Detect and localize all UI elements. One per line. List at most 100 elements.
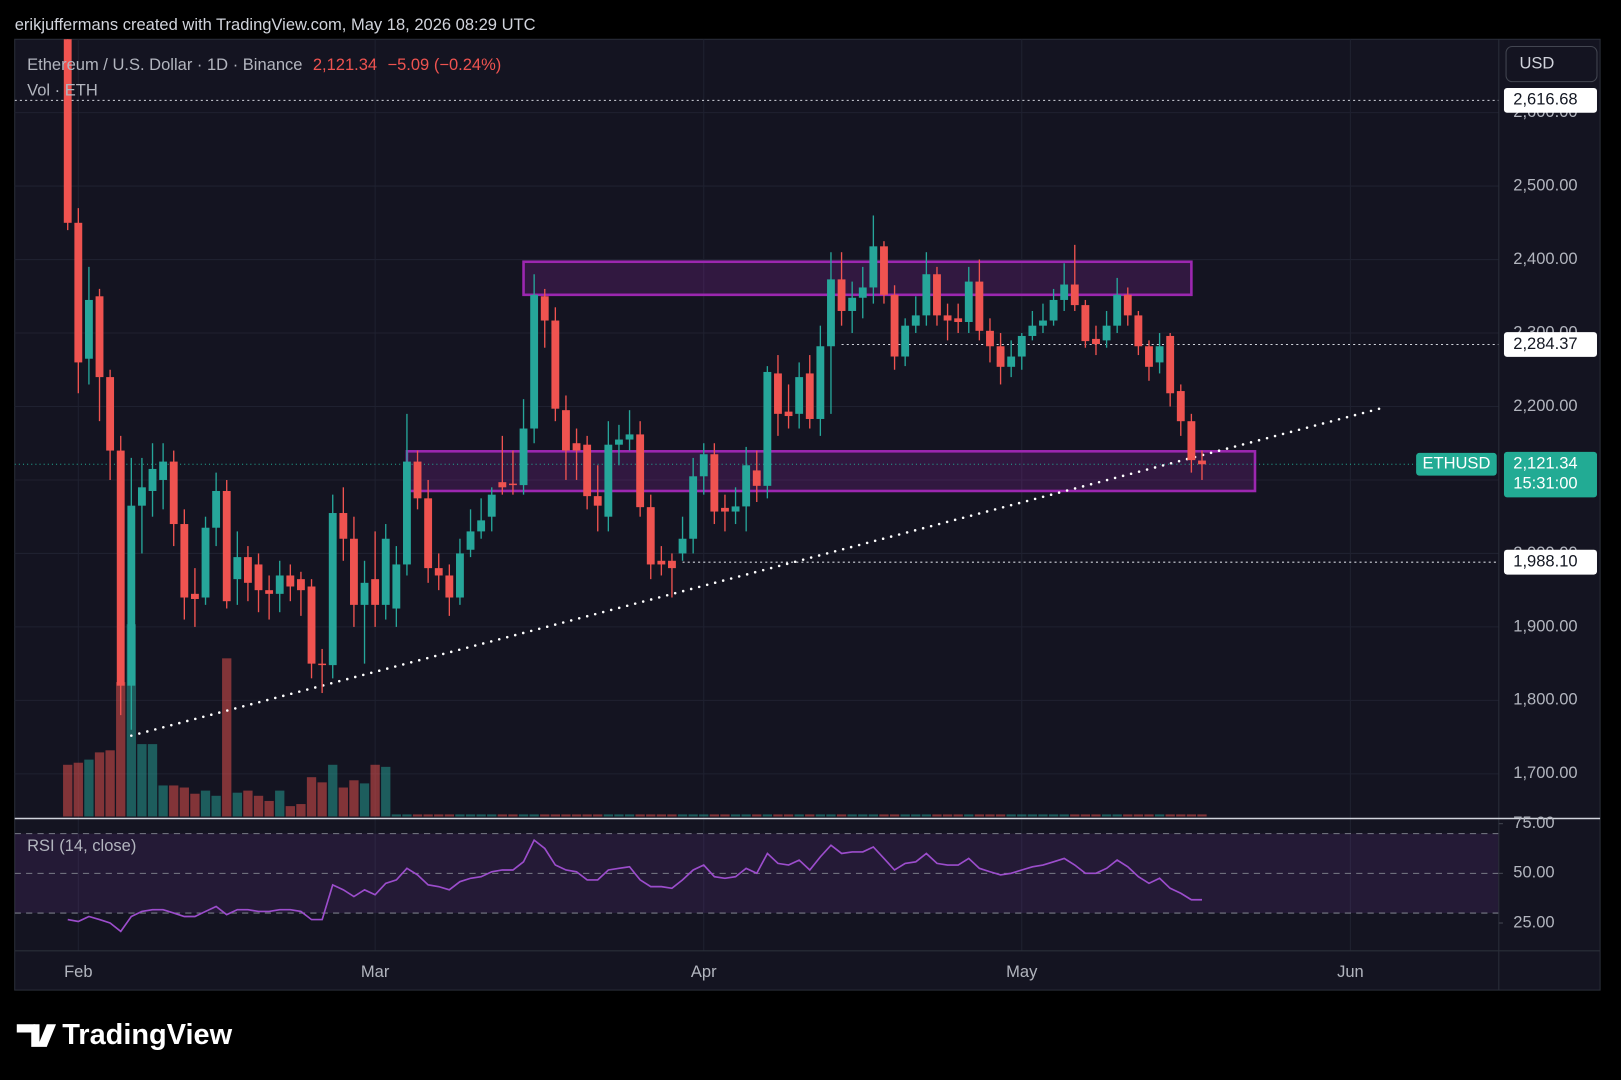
logo-dot (30, 1024, 39, 1033)
volume-bar (1027, 814, 1038, 817)
candle-body (328, 513, 337, 666)
candle-body (1155, 346, 1164, 363)
y-tick-label: 2,500.00 (1513, 175, 1577, 194)
volume-bar (1080, 814, 1091, 817)
price-line-box (1503, 549, 1597, 575)
zone (522, 260, 1193, 297)
currency[interactable]: USD (1519, 53, 1554, 72)
volume-bar (942, 814, 953, 817)
candle-body (911, 315, 920, 326)
header: erikjuffermans created with TradingView.… (15, 15, 536, 34)
volume-bar (275, 790, 285, 817)
current-price-label: 2,121.34 (1513, 454, 1577, 473)
volume-bar (1112, 814, 1122, 817)
volume-bar (359, 783, 370, 817)
price-line-label: 1,988.10 (1513, 552, 1577, 571)
candle-body (742, 465, 751, 507)
volume-bar (709, 814, 720, 817)
candle-body (137, 487, 146, 506)
currency-button[interactable] (1505, 45, 1598, 83)
volume-bar (338, 787, 348, 817)
volume-bar (1101, 814, 1112, 817)
candle-body (1007, 356, 1016, 367)
volume-bar (741, 814, 751, 817)
candle-body (933, 274, 941, 316)
x-tick-label: Feb (64, 962, 92, 981)
volume-bar (932, 814, 942, 817)
candle-body (996, 346, 1005, 367)
volume-bar (730, 814, 741, 817)
candle-body (774, 373, 782, 414)
volume-bar (370, 764, 380, 817)
candle-body (986, 330, 994, 347)
candle-body (519, 428, 528, 486)
volume-label: Vol · ETH (27, 80, 98, 99)
volume-bar (1006, 814, 1016, 817)
current-price-name-box (1416, 452, 1497, 476)
candle-body (1113, 294, 1122, 326)
volume-bar (381, 766, 391, 817)
candle-body (498, 482, 507, 488)
candle-body (307, 586, 316, 664)
candle-body (805, 373, 814, 419)
volume-bar (879, 814, 889, 817)
volume-bar (699, 814, 709, 817)
candle-body (84, 299, 93, 359)
candle-body (509, 483, 517, 486)
countdown: 15:31:00 (1513, 473, 1577, 492)
volume-bar (815, 814, 826, 817)
volume-bar (455, 814, 465, 817)
current-price-name: ETHUSD (1422, 454, 1490, 473)
candle-body (551, 320, 560, 409)
candle-body (477, 520, 486, 532)
volume-bar (105, 750, 115, 817)
volume-bar (328, 764, 338, 817)
candle-body (1102, 325, 1111, 341)
candle-body (689, 476, 698, 539)
volume-bar (190, 793, 200, 817)
candle-body (816, 346, 825, 419)
y-tick-label: 2,400.00 (1513, 249, 1577, 268)
volume-bar (349, 780, 359, 817)
candle-body (424, 498, 433, 569)
volume-bar (688, 814, 698, 817)
volume-bar (550, 814, 560, 817)
volume-bar (63, 764, 73, 817)
volume-bar (296, 804, 306, 817)
candle-body (350, 538, 358, 605)
volume-bar (593, 814, 603, 817)
volume-bar (1176, 814, 1186, 817)
volume-bar (995, 814, 1006, 817)
candle-body (710, 454, 719, 512)
candle-body (1017, 335, 1026, 357)
candle-body (265, 590, 274, 594)
volume-bar (1133, 814, 1144, 817)
candle-body (827, 279, 835, 347)
volume-bar (794, 814, 804, 817)
volume-bar (635, 814, 645, 817)
candle-body (201, 527, 210, 598)
legend-close: 2,121.34 (313, 56, 377, 75)
volume-bar (1059, 814, 1069, 817)
candle-body (699, 454, 708, 477)
candle-body (625, 434, 634, 440)
logo: TradingView (16, 1019, 233, 1051)
volume-bar (964, 814, 974, 817)
candle-body (562, 410, 570, 451)
x-tick-label: Apr (691, 962, 717, 981)
volume-bar (1017, 814, 1027, 817)
volume-bar (868, 814, 879, 817)
candle-body (434, 568, 443, 576)
price-pane (14, 39, 1499, 737)
volume-bar (646, 814, 656, 817)
price-line-label: 2,284.37 (1513, 334, 1577, 353)
candle-body (403, 461, 411, 565)
volume-bar (974, 814, 985, 817)
candle-body (954, 318, 963, 322)
volume-bar (667, 814, 677, 817)
candle-body (572, 443, 581, 451)
candle-body (106, 377, 115, 451)
candle-body (721, 507, 729, 512)
candle-body (1176, 391, 1185, 422)
legend-title: Ethereum / U.S. Dollar · 1D · Binance (27, 56, 302, 75)
